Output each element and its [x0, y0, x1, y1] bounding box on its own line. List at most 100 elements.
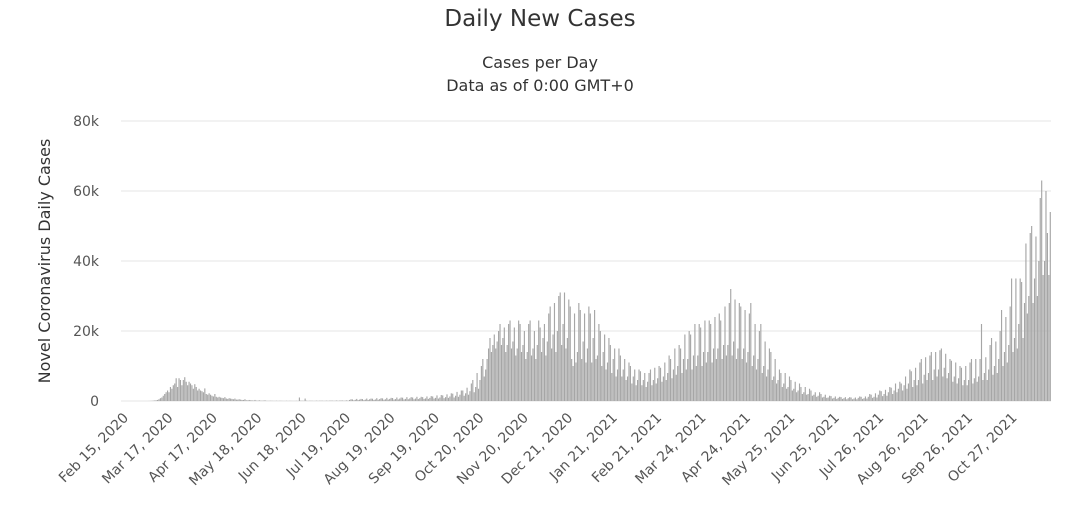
bar — [899, 382, 900, 401]
bar — [1000, 331, 1001, 401]
bar — [785, 373, 786, 401]
bar — [1037, 296, 1038, 401]
bar — [252, 400, 253, 401]
bar — [524, 331, 525, 401]
bar — [891, 388, 892, 401]
bar — [1022, 338, 1023, 401]
bar — [449, 396, 450, 401]
bar — [861, 397, 862, 401]
bar — [528, 324, 529, 401]
bar — [242, 400, 243, 401]
bar — [995, 342, 996, 402]
bar — [464, 396, 465, 401]
bar — [991, 338, 992, 401]
bar — [527, 352, 528, 401]
bar — [885, 390, 886, 401]
bar — [465, 393, 466, 401]
bar — [336, 400, 337, 401]
bar — [531, 356, 532, 402]
bar — [594, 310, 595, 401]
bar — [501, 345, 502, 401]
bar — [382, 398, 383, 401]
bar — [661, 382, 662, 401]
bar — [217, 398, 218, 402]
bar — [945, 354, 946, 401]
bar — [733, 342, 734, 402]
bar — [746, 363, 747, 402]
bar — [249, 400, 250, 401]
bar — [736, 359, 737, 401]
bar — [561, 345, 562, 401]
bar — [842, 399, 843, 401]
bar — [724, 307, 725, 402]
bar — [477, 373, 478, 401]
bar — [934, 370, 935, 402]
bar — [502, 338, 503, 401]
bar — [664, 363, 665, 402]
bar — [643, 380, 644, 401]
bar — [375, 399, 376, 401]
bar — [484, 377, 485, 402]
bar — [851, 398, 852, 402]
bar — [350, 399, 351, 401]
chart-title: Daily New Cases — [444, 6, 635, 32]
bar — [620, 356, 621, 402]
bar — [1008, 345, 1009, 401]
bar — [403, 399, 404, 401]
bar — [881, 391, 882, 401]
bar — [203, 392, 204, 401]
bar — [534, 331, 535, 401]
bar — [571, 359, 572, 401]
bar — [448, 398, 449, 401]
bar — [472, 380, 473, 401]
bar — [444, 398, 445, 401]
bar — [875, 393, 876, 401]
bar — [955, 363, 956, 402]
bar — [507, 345, 508, 401]
bar — [942, 377, 943, 402]
bar — [882, 396, 883, 401]
bar — [494, 335, 495, 402]
bar — [1033, 303, 1034, 401]
bar — [398, 399, 399, 401]
bar — [840, 397, 841, 401]
bar — [749, 314, 750, 402]
bar — [929, 356, 930, 402]
bar — [987, 380, 988, 401]
bar — [187, 385, 188, 401]
bar — [223, 398, 224, 401]
bar — [216, 397, 217, 401]
bar — [542, 338, 543, 401]
bar — [770, 352, 771, 401]
bar — [967, 385, 968, 401]
bar — [783, 384, 784, 402]
bar — [363, 400, 364, 401]
bar — [193, 389, 194, 401]
bar — [604, 335, 605, 402]
bar — [621, 377, 622, 402]
bar — [699, 324, 700, 401]
bar — [424, 399, 425, 401]
bar — [560, 293, 561, 402]
bar — [978, 377, 979, 402]
bar — [548, 314, 549, 402]
bar — [237, 400, 238, 401]
bar — [610, 345, 611, 401]
bar — [958, 378, 959, 401]
bar — [863, 398, 864, 401]
bar — [636, 385, 637, 401]
bar — [713, 349, 714, 402]
chart-subtitle: Data as of 0:00 GMT+0 — [446, 76, 634, 95]
bar — [691, 370, 692, 402]
bar — [810, 391, 811, 402]
bar — [358, 400, 359, 401]
bar — [359, 400, 360, 401]
bar — [701, 366, 702, 401]
bar — [853, 399, 854, 401]
bar — [921, 359, 922, 401]
bar — [650, 370, 651, 402]
bar — [482, 359, 483, 401]
bar — [631, 384, 632, 402]
bar — [243, 400, 244, 401]
